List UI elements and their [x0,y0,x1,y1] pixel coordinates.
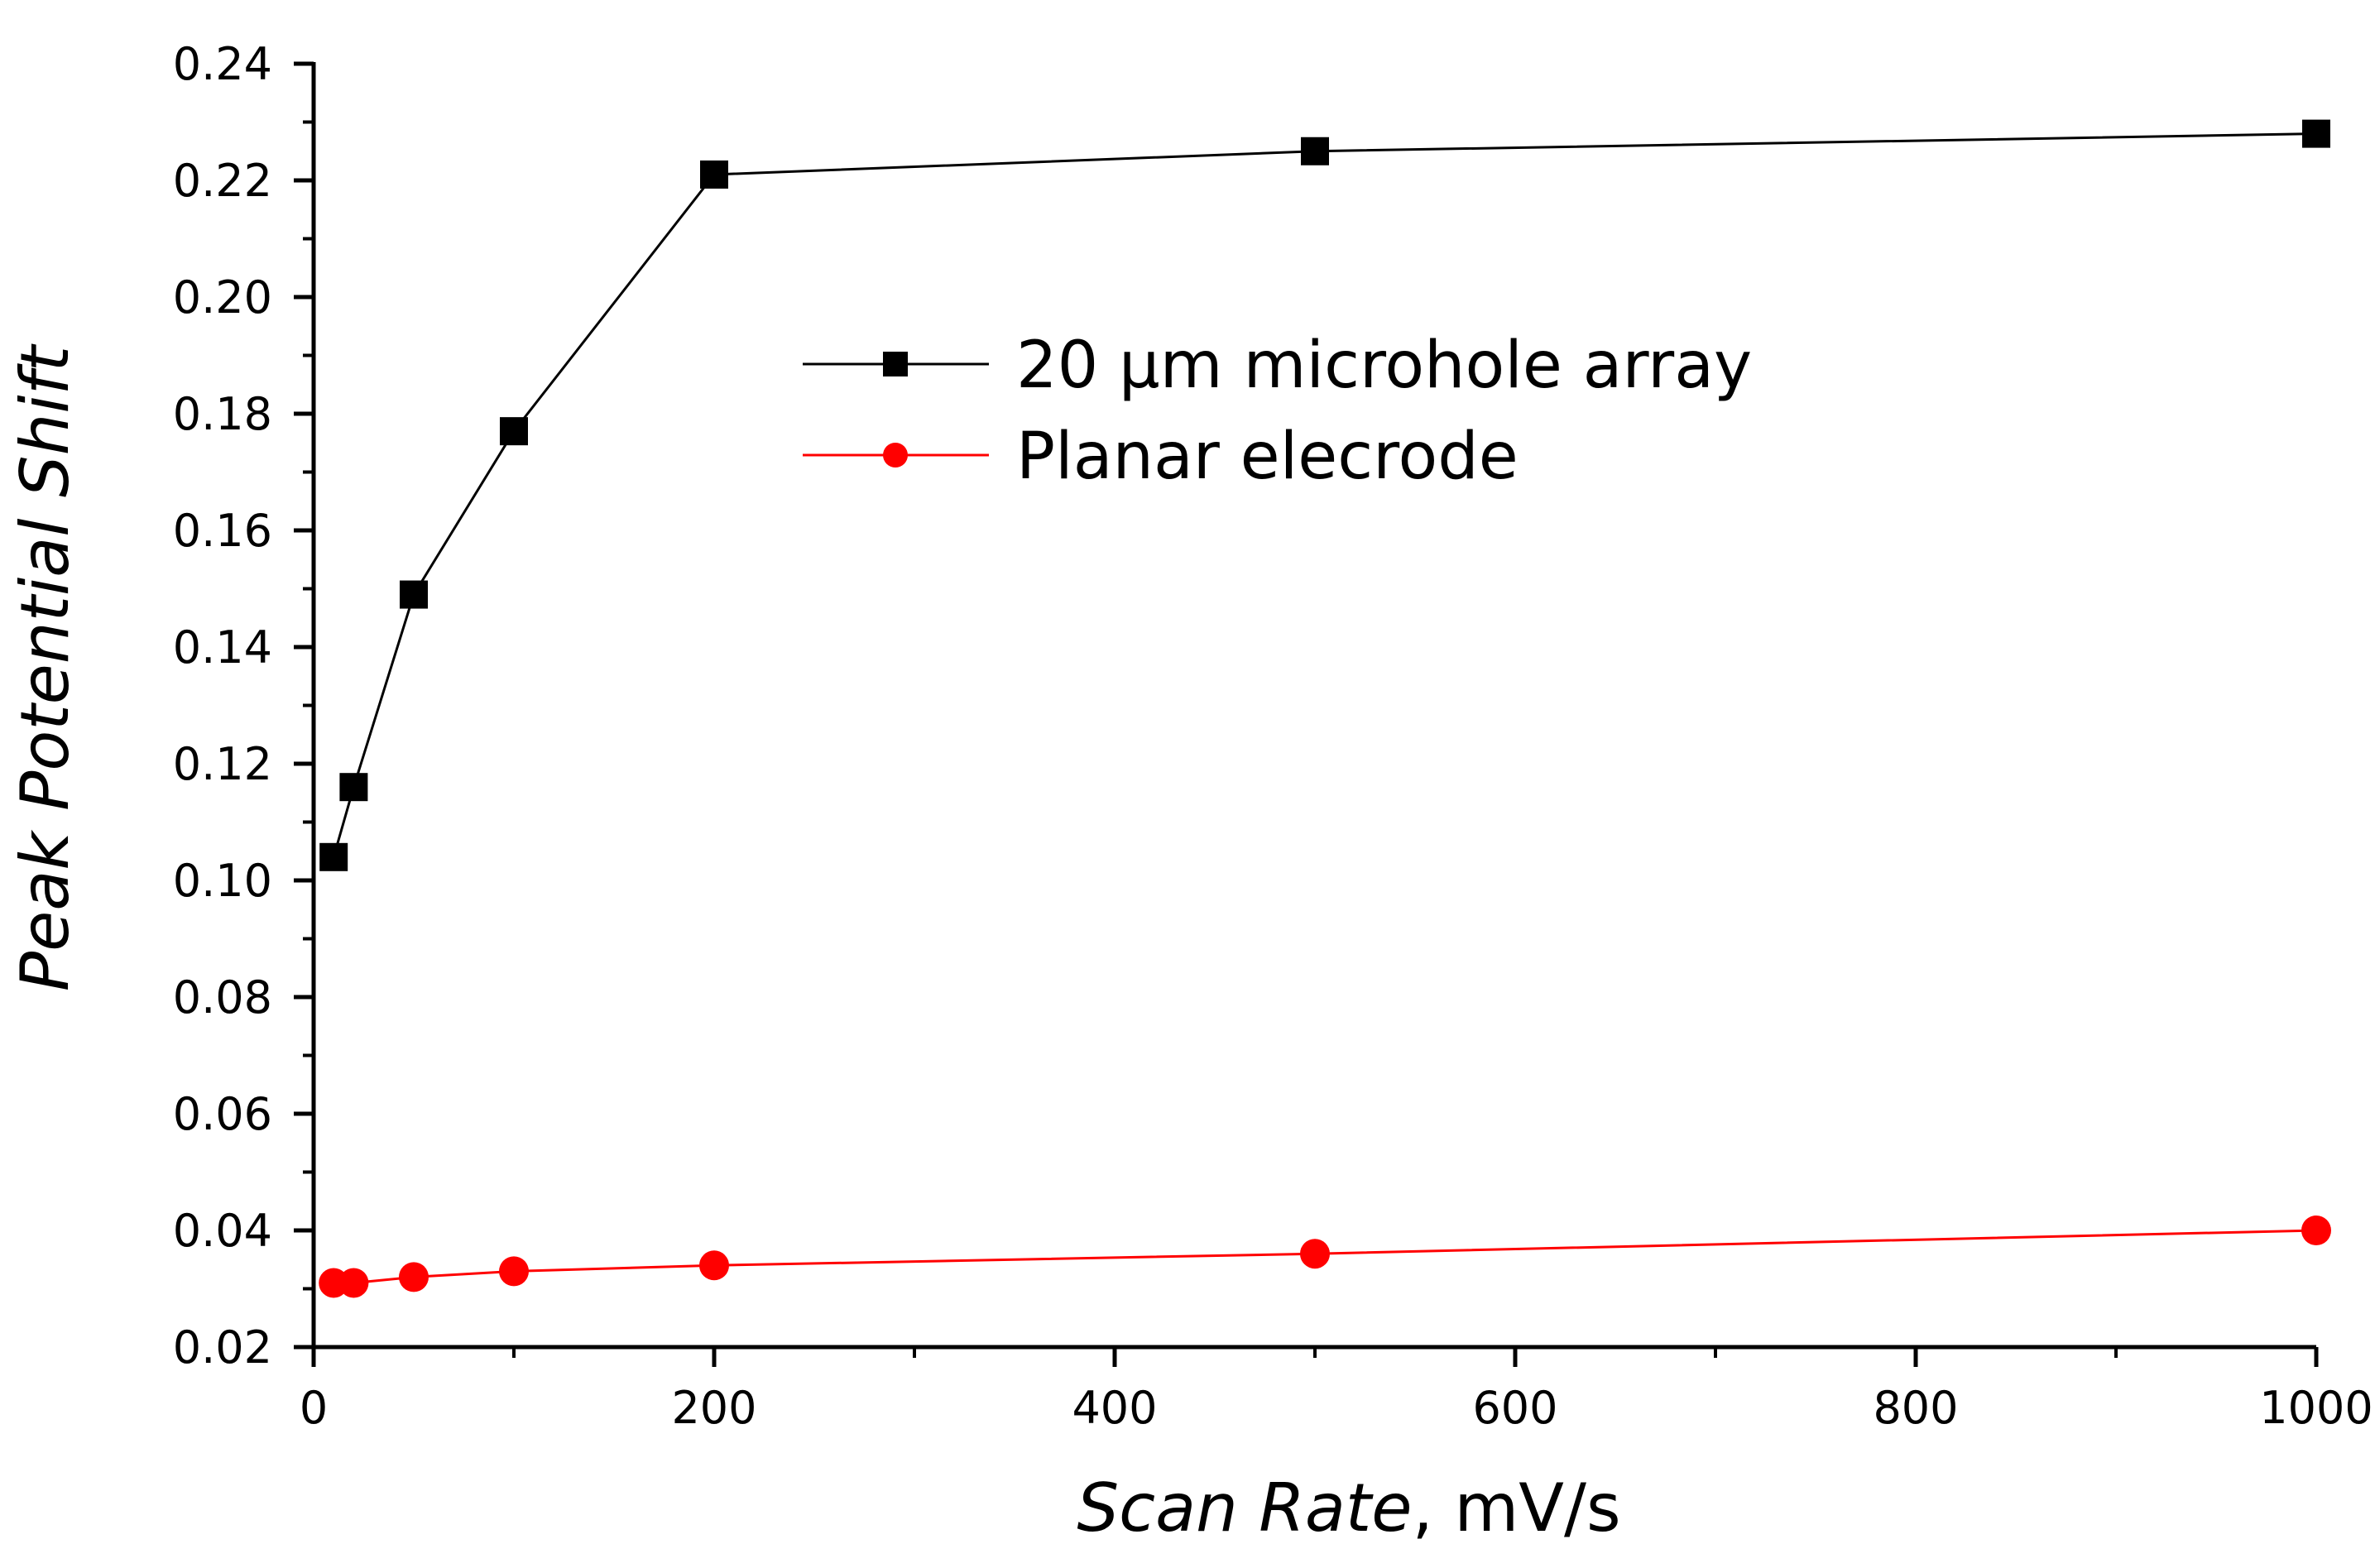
y-tick-label: 0.08 [173,971,272,1024]
data-point-square [500,417,528,446]
data-point-square [2302,119,2330,148]
series-layer [319,119,2331,1298]
y-tick-label: 0.14 [173,621,272,674]
data-point-circle [2301,1216,2331,1245]
x-axis-title: Scan Rate, mV/s [1077,1470,1620,1546]
data-point-circle [338,1268,369,1298]
legend-item-2: Planar elecrode [803,420,1519,494]
y-tick-label: 0.02 [173,1321,272,1374]
x-tick-label: 1000 [2259,1382,2373,1434]
x-tick-label: 800 [1873,1382,1958,1434]
legend-label: 20 μm microhole array [1016,328,1752,403]
legend-marker-circle [883,443,908,468]
legend: 20 μm microhole array Planar elecrode [803,328,1752,494]
y-tick-label: 0.24 [173,38,272,90]
y-tick-label: 0.18 [173,388,272,440]
y-tick-label: 0.22 [173,155,272,207]
legend-label: Planar elecrode [1016,420,1519,494]
y-tick-label: 0.04 [173,1205,272,1257]
data-point-square [319,842,348,871]
series-1 [319,119,2330,871]
x-tick-label: 0 [300,1382,328,1434]
data-point-square [339,773,368,802]
data-point-circle [499,1256,529,1287]
axes [311,62,2316,1350]
series-line [332,132,2317,858]
x-axis-title-unit: , mV/s [1412,1470,1620,1546]
y-tick-label: 0.20 [173,271,272,324]
data-point-square [1301,137,1329,165]
data-point-square [700,160,728,189]
data-point-circle [399,1262,429,1292]
y-tick-label: 0.06 [173,1088,272,1140]
x-tick-label: 200 [671,1382,756,1434]
y-tick-label: 0.12 [173,738,272,790]
legend-marker-square [883,352,908,376]
y-axis-title: Peak Potential Shift [7,343,84,991]
x-tick-label: 600 [1472,1382,1557,1434]
legend-item-1: 20 μm microhole array [803,328,1752,403]
y-tick-label: 0.10 [173,855,272,907]
data-point-circle [1300,1239,1330,1269]
data-point-square [400,580,428,609]
x-axis-title-italic: Scan Rate [1077,1470,1412,1546]
data-point-circle [699,1250,729,1281]
ticks: 0.02 0.04 0.06 0.08 0.10 0.12 0.14 0.16 0.18 0.20… [173,38,2373,1434]
y-tick-label: 0.16 [173,505,272,557]
x-tick-label: 400 [1072,1382,1157,1434]
series-2 [319,1216,2331,1298]
